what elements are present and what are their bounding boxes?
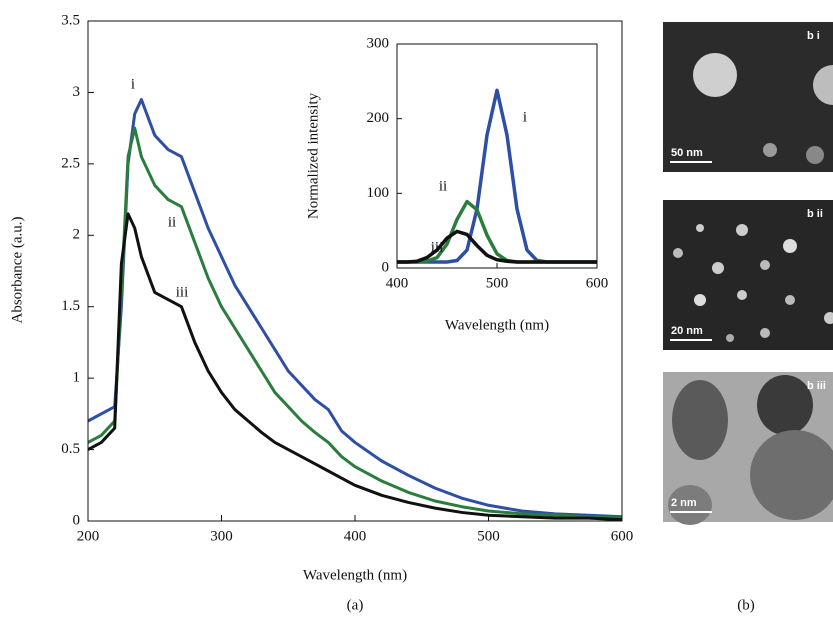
y-tick-label: 100 <box>367 185 390 201</box>
tem-image <box>663 372 833 525</box>
curve-label: ii <box>439 178 447 194</box>
curve-label: iii <box>431 239 444 255</box>
inset-y-axis-label: Normalized intensity <box>305 92 321 219</box>
y-tick-label: 1 <box>73 370 81 386</box>
x-tick-label: 200 <box>77 528 100 544</box>
scale-label: 20 nm <box>671 325 703 337</box>
y-tick-label: 3.5 <box>61 12 80 28</box>
curve-label: i <box>131 76 135 92</box>
inset-x-axis-label: Wavelength (nm) <box>445 317 549 333</box>
image-tag: b iii <box>807 380 826 392</box>
inset-background <box>397 44 597 268</box>
image-tag: b i <box>807 30 820 42</box>
data-line <box>87 212 623 522</box>
scale-label: 2 nm <box>671 497 697 509</box>
panel-label: (b) <box>737 597 755 613</box>
x-tick-label: 600 <box>586 275 609 291</box>
y-tick-label: 3 <box>73 84 81 100</box>
scale-label: 50 nm <box>671 147 703 159</box>
y-tick-label: 2.5 <box>61 155 80 171</box>
y-tick-label: 2 <box>73 227 81 243</box>
x-tick-label: 500 <box>486 275 509 291</box>
tem-image <box>663 200 833 350</box>
y-tick-label: 0 <box>73 512 81 528</box>
y-tick-label: 1.5 <box>61 298 80 314</box>
curve-label: i <box>523 109 527 125</box>
curve-label: ii <box>168 214 176 230</box>
x-tick-label: 300 <box>210 528 233 544</box>
panel-label: (a) <box>347 597 364 613</box>
x-axis-label: Wavelength (nm) <box>303 567 407 583</box>
x-tick-label: 400 <box>344 528 367 544</box>
x-tick-label: 500 <box>477 528 500 544</box>
y-tick-label: 200 <box>367 110 390 126</box>
data-line <box>87 98 623 519</box>
x-tick-label: 600 <box>611 528 634 544</box>
curve-label: iii <box>176 284 189 300</box>
data-line <box>87 126 623 520</box>
y-axis-label: Absorbance (a.u.) <box>9 216 25 323</box>
y-tick-label: 0 <box>382 259 390 275</box>
y-tick-label: 300 <box>367 35 390 51</box>
data-line <box>397 229 597 264</box>
tem-image <box>663 22 833 172</box>
y-tick-label: 0.5 <box>61 441 80 457</box>
image-tag: b ii <box>807 208 823 220</box>
x-tick-label: 400 <box>386 275 409 291</box>
